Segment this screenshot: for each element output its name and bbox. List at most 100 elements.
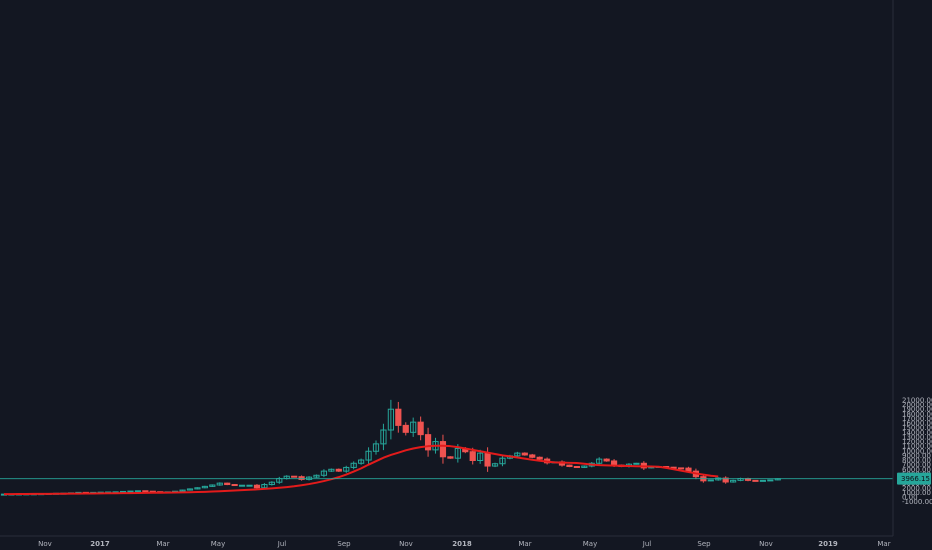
candle[interactable]	[268, 481, 275, 486]
candle[interactable]	[633, 462, 640, 465]
candle[interactable]	[380, 423, 387, 451]
candle[interactable]	[402, 422, 409, 436]
candle[interactable]	[216, 482, 223, 486]
candle-body	[484, 452, 491, 467]
candle-body	[439, 441, 447, 458]
candle-body	[447, 456, 454, 459]
candle[interactable]	[744, 477, 752, 482]
candle[interactable]	[127, 490, 134, 493]
candle[interactable]	[395, 401, 402, 433]
price-tick-label: 18000.00	[902, 410, 932, 418]
candle[interactable]	[358, 458, 365, 465]
candle[interactable]	[343, 465, 350, 473]
candle[interactable]	[320, 469, 328, 478]
candle[interactable]	[134, 490, 142, 493]
candle-body	[566, 464, 573, 468]
candle[interactable]	[536, 456, 543, 460]
candle[interactable]	[439, 434, 447, 464]
candle-body	[194, 487, 201, 490]
candle[interactable]	[209, 484, 216, 487]
plot-area[interactable]	[0, 399, 893, 496]
candle-body	[424, 434, 432, 451]
candle[interactable]	[514, 451, 521, 458]
candle[interactable]	[387, 399, 394, 440]
candle[interactable]	[759, 479, 766, 482]
candle[interactable]	[491, 462, 499, 468]
candle[interactable]	[238, 484, 246, 487]
candle[interactable]	[224, 482, 231, 486]
time-tick-label: Nov	[399, 540, 413, 548]
candle[interactable]	[752, 479, 759, 482]
time-axis[interactable]: Nov 2017 Mar May Jul Sep Nov 2018 Mar May Jul Sep No…	[38, 540, 891, 548]
candle[interactable]	[313, 474, 320, 478]
candle-body	[491, 463, 499, 467]
candle[interactable]	[707, 479, 714, 482]
candle[interactable]	[335, 468, 342, 472]
candle-body	[677, 467, 685, 470]
candle[interactable]	[566, 464, 573, 468]
candle-body	[581, 465, 588, 468]
candle[interactable]	[581, 465, 588, 469]
candle[interactable]	[603, 458, 610, 462]
candle-body	[722, 477, 729, 483]
candle[interactable]	[372, 440, 380, 455]
candle[interactable]	[499, 455, 506, 467]
candle[interactable]	[521, 452, 528, 456]
candle[interactable]	[410, 417, 417, 437]
candle[interactable]	[328, 468, 335, 472]
candle-body	[253, 484, 261, 489]
candle[interactable]	[767, 479, 774, 482]
candle-body	[596, 458, 603, 464]
candle-body	[707, 479, 714, 482]
candle-body	[350, 462, 357, 468]
candle-body	[410, 421, 417, 433]
candle[interactable]	[253, 484, 261, 489]
candle[interactable]	[350, 461, 357, 470]
candle[interactable]	[142, 490, 149, 493]
candle-body	[246, 484, 253, 487]
candle[interactable]	[677, 467, 685, 470]
price-tick-label: -1000.00	[902, 498, 932, 506]
price-tick-label: 19000.00	[902, 406, 932, 414]
candle[interactable]	[529, 453, 536, 459]
candle-body	[536, 456, 543, 460]
candle[interactable]	[722, 476, 729, 484]
price-tick-label: 13000.00	[902, 433, 932, 441]
candle-body	[186, 488, 194, 491]
candle-body	[521, 452, 528, 456]
candle[interactable]	[194, 487, 201, 490]
candle[interactable]	[417, 416, 424, 441]
candle[interactable]	[730, 479, 737, 483]
candle[interactable]	[365, 447, 372, 464]
candle[interactable]	[573, 466, 580, 469]
candle[interactable]	[179, 489, 186, 492]
candle-body	[142, 490, 149, 493]
candle[interactable]	[596, 457, 603, 466]
candle[interactable]	[424, 427, 432, 457]
time-tick-label: Mar	[518, 540, 531, 548]
candle[interactable]	[246, 484, 253, 487]
candle-body	[380, 429, 387, 445]
time-tick-label: Sep	[697, 540, 711, 548]
candle-body	[670, 466, 677, 469]
time-tick-label: 2019	[818, 540, 838, 548]
candle[interactable]	[298, 475, 305, 481]
time-tick-label: 2018	[452, 540, 472, 548]
candle[interactable]	[201, 485, 208, 489]
candle-body	[127, 490, 134, 493]
price-axis[interactable]: 21000.0020000.0019000.0018000.0017000.00…	[897, 396, 932, 506]
candle[interactable]	[231, 484, 238, 487]
price-tick-label: 17000.00	[902, 415, 932, 423]
price-tick-label: 1000.00	[902, 489, 931, 497]
price-tick-label: 15000.00	[902, 424, 932, 432]
candle-body	[231, 484, 238, 487]
candle[interactable]	[291, 475, 298, 478]
time-tick-label: 2017	[90, 540, 110, 548]
candle[interactable]	[186, 488, 194, 491]
candle-body	[216, 482, 223, 486]
candle[interactable]	[447, 456, 454, 459]
time-tick-label: Mar	[156, 540, 169, 548]
candle[interactable]	[670, 466, 677, 469]
candle-body	[134, 490, 142, 493]
